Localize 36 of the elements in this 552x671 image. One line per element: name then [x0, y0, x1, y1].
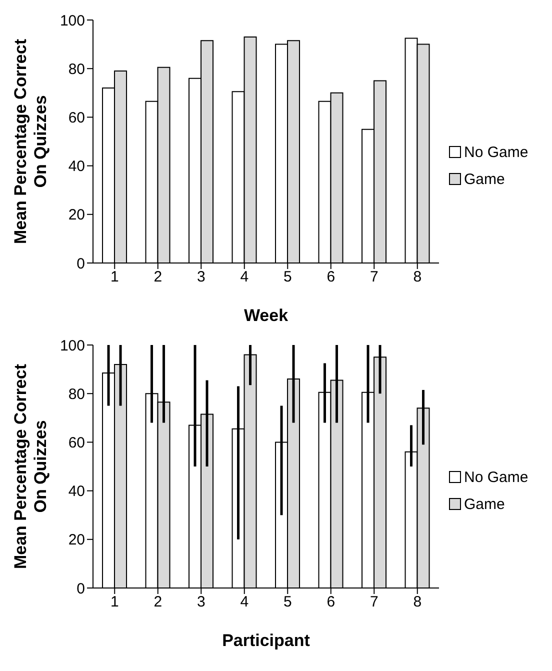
x-tick-label: 2	[154, 594, 162, 611]
x-tick-label: 1	[110, 594, 119, 611]
x-tick-label: 3	[196, 268, 206, 286]
x-tick-label: 7	[370, 594, 378, 611]
y-tick-label: 0	[76, 580, 85, 598]
x-tick-label: 6	[326, 268, 336, 286]
x-axis-title: Participant	[222, 631, 310, 650]
x-tick-label: 4	[240, 268, 249, 286]
legend-label: Game	[464, 496, 505, 512]
y-tick-label: 40	[68, 158, 85, 176]
y-tick-label: 60	[68, 434, 85, 452]
y-tick-label: 20	[68, 206, 85, 224]
y-tick-label: 40	[68, 483, 85, 500]
x-tick-label: 5	[283, 268, 292, 286]
legend-label: Game	[464, 170, 505, 188]
x-axis-title: Week	[244, 306, 289, 325]
x-tick-label: 5	[283, 594, 292, 611]
y-tick-label: 100	[60, 12, 85, 30]
x-tick-label: 8	[413, 594, 422, 611]
x-tick-label: 8	[413, 268, 422, 286]
y-axis-title: Mean Percentage Correct On Quizzes	[11, 38, 50, 244]
y-tick-label: 80	[68, 386, 85, 403]
y-tick-label: 80	[68, 60, 85, 78]
x-tick-label: 7	[370, 268, 378, 286]
y-tick-label: 0	[76, 255, 85, 272]
x-tick-label: 3	[196, 594, 206, 611]
x-tick-label: 2	[154, 268, 162, 286]
y-tick-label: 20	[68, 532, 85, 549]
legend-label: No Game	[464, 468, 528, 486]
y-axis-title: Mean Percentage Correct On Quizzes	[11, 364, 50, 570]
y-tick-label: 60	[68, 110, 85, 127]
x-tick-label: 1	[110, 268, 119, 286]
x-tick-label: 4	[240, 594, 249, 611]
x-tick-label: 6	[326, 594, 336, 611]
y-tick-label: 100	[60, 337, 85, 354]
legend-label: No Game	[464, 144, 528, 160]
